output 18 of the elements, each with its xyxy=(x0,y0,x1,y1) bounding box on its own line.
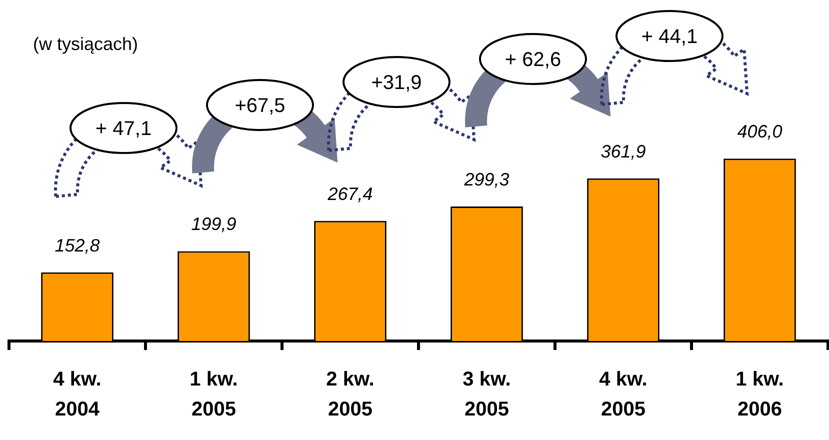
text: +67,5 xyxy=(234,95,286,117)
text: +31,9 xyxy=(371,72,422,94)
x-tick-label: 3 kw. 2005 xyxy=(462,368,511,421)
data-label: 152,8 xyxy=(54,235,100,256)
data-label: 299,3 xyxy=(463,170,510,190)
data-label: 267,4 xyxy=(326,184,373,204)
data-label: 406,0 xyxy=(737,122,782,142)
data-label: 361,9 xyxy=(600,141,646,162)
text: + 44,1 xyxy=(641,26,698,48)
chart-subtitle: (w tysiącach) xyxy=(33,34,138,54)
data-label: 199,9 xyxy=(191,214,236,234)
text: + 62,6 xyxy=(504,49,562,71)
x-tick-label: 1 kw. 2005 xyxy=(190,368,238,421)
x-tick-label: 1 kw. 2006 xyxy=(736,368,784,421)
text: + 47,1 xyxy=(95,118,152,140)
x-tick-label: 4 kw. 2005 xyxy=(599,368,648,421)
x-tick-label: 4 kw. 2004 xyxy=(53,368,102,421)
x-tick-label: 2 kw. 2005 xyxy=(326,368,374,421)
